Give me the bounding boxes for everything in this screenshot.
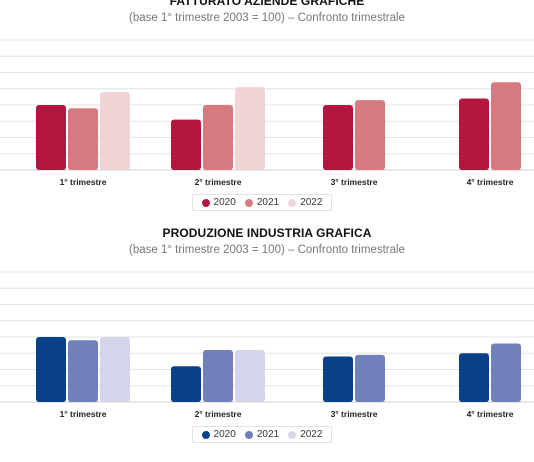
bar-2022-q1 — [100, 337, 130, 402]
bar-2021-q2 — [203, 105, 233, 170]
bar-2021-q1 — [68, 340, 98, 402]
legend-swatch-icon — [288, 198, 297, 207]
bar-2021-q3 — [355, 100, 385, 170]
bar-2021-q4 — [491, 82, 521, 170]
category-label: 4° trimestre — [467, 409, 514, 419]
legend-label: 2020 — [213, 197, 236, 208]
bar-2022-q2 — [235, 87, 265, 170]
category-label: 4° trimestre — [467, 177, 514, 187]
category-label: 2° trimestre — [195, 177, 242, 187]
legend-label: 2020 — [213, 429, 236, 440]
bar-2022-q1 — [100, 92, 130, 170]
legend-item-2022: 2022 — [288, 429, 322, 440]
chart-subtitle: (base 1° trimestre 2003 = 100) – Confron… — [129, 244, 405, 256]
bar-2021-q1 — [68, 108, 98, 170]
chart-legend: 2020 2021 2022 — [192, 426, 332, 443]
category-label: 3° trimestre — [331, 409, 378, 419]
bar-2020-q3 — [323, 105, 353, 170]
bar-2020-q3 — [323, 356, 353, 402]
bar-2020-q2 — [171, 119, 201, 170]
bar-2020-q4 — [459, 98, 489, 170]
bar-chart-plot: 1° trimestre 2° trimestre 3° trimestre 4° t… — [0, 271, 534, 419]
chart-legend: 2020 2021 2022 — [192, 194, 332, 211]
chart-produzione: PRODUZIONE INDUSTRIA GRAFICA (base 1° tr… — [0, 226, 534, 448]
chart-fatturato: FATTURATO AZIENDE GRAFICHE (base 1° trim… — [0, 0, 534, 216]
legend-item-2020: 2020 — [201, 429, 236, 440]
category-label: 2° trimestre — [195, 409, 242, 419]
chart-title: FATTURATO AZIENDE GRAFICHE — [169, 0, 365, 8]
category-label: 1° trimestre — [60, 409, 107, 419]
chart-subtitle: (base 1° trimestre 2003 = 100) – Confron… — [129, 12, 405, 24]
legend-label: 2022 — [300, 197, 323, 208]
bar-chart-plot: 1° trimestre 2° trimestre 3° trimestre 4° t… — [0, 39, 534, 187]
bar-2021-q2 — [203, 350, 233, 402]
bar-2020-q2 — [171, 366, 201, 402]
category-label: 1° trimestre — [60, 177, 107, 187]
bar-2020-q1 — [36, 337, 66, 402]
legend-label: 2021 — [256, 197, 280, 208]
legend-swatch-icon — [201, 198, 210, 207]
legend-swatch-icon — [244, 430, 253, 439]
chart-title: PRODUZIONE INDUSTRIA GRAFICA — [162, 226, 372, 240]
legend-swatch-icon — [288, 430, 297, 439]
legend-item-2021: 2021 — [244, 197, 280, 208]
bar-2020-q4 — [459, 353, 489, 402]
legend-label: 2022 — [300, 429, 323, 440]
bar-2021-q3 — [355, 354, 385, 402]
bar-2020-q1 — [36, 105, 66, 170]
bar-2022-q2 — [235, 350, 265, 402]
legend-item-2022: 2022 — [288, 197, 322, 208]
legend-item-2021: 2021 — [244, 429, 280, 440]
legend-label: 2021 — [256, 429, 280, 440]
legend-swatch-icon — [244, 198, 253, 207]
legend-swatch-icon — [201, 430, 210, 439]
category-label: 3° trimestre — [331, 177, 378, 187]
bar-2021-q4 — [491, 343, 521, 402]
legend-item-2020: 2020 — [201, 197, 236, 208]
